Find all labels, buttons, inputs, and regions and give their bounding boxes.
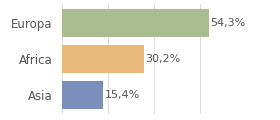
Bar <box>62 81 103 109</box>
Text: 54,3%: 54,3% <box>211 18 246 28</box>
Bar <box>62 45 144 73</box>
Text: 30,2%: 30,2% <box>145 54 180 64</box>
Bar <box>62 9 209 37</box>
Text: 15,4%: 15,4% <box>105 90 140 100</box>
